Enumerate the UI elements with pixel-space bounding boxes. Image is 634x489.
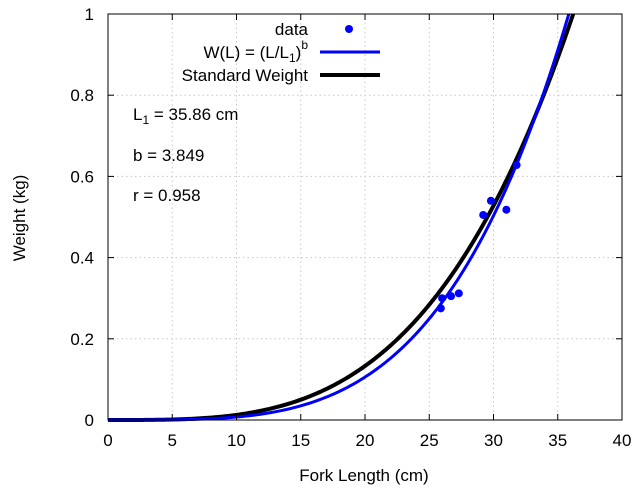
annotation-l1: L1 = 35.86 cm: [133, 105, 238, 127]
y-tick-label: 0.8: [70, 86, 94, 105]
legend: data W(L) = (L/L1)b Standard Weight: [182, 20, 380, 85]
data-point: [438, 294, 447, 303]
legend-label-fit: W(L) = (L/L1)b: [203, 38, 308, 65]
data-point: [502, 205, 511, 214]
annotation-r: r = 0.958: [133, 186, 201, 205]
legend-fit-sup: b: [301, 38, 308, 52]
axis-ticks: 0 5 10 15 20 25 30 35 40 0 0.2 0.4 0.6 0.8 1: [70, 5, 631, 450]
x-tick-label: 0: [103, 431, 112, 450]
y-tick-label: 0.6: [70, 167, 94, 186]
annotation-b: b = 3.849: [133, 146, 204, 165]
x-tick-label: 40: [613, 431, 632, 450]
x-tick-label: 15: [291, 431, 310, 450]
annotations: L1 = 35.86 cm b = 3.849 r = 0.958: [133, 105, 238, 205]
x-axis-title: Fork Length (cm): [299, 466, 428, 485]
data-point: [512, 161, 521, 170]
legend-fit-main: W(L) = (L/L: [203, 43, 289, 62]
y-tick-label: 0.2: [70, 330, 94, 349]
x-tick-label: 5: [168, 431, 177, 450]
y-tick-label: 0: [85, 411, 94, 430]
x-tick-label: 10: [227, 431, 246, 450]
y-tick-label: 0.4: [70, 249, 94, 268]
data-point: [436, 304, 445, 313]
legend-label-data: data: [275, 20, 309, 39]
y-axis-title: Weight (kg): [10, 175, 29, 262]
x-tick-label: 30: [484, 431, 503, 450]
x-tick-label: 35: [548, 431, 567, 450]
data-point: [479, 210, 488, 219]
legend-fit-sub: 1: [289, 51, 296, 65]
legend-label-standard: Standard Weight: [182, 66, 309, 85]
data-point: [447, 292, 456, 301]
data-point: [486, 196, 495, 205]
data-point: [454, 289, 463, 298]
y-tick-label: 1: [85, 5, 94, 24]
x-tick-label: 20: [356, 431, 375, 450]
x-tick-label: 25: [420, 431, 439, 450]
legend-fit-close: ): [296, 43, 302, 62]
annotation-l1-sub: 1: [142, 113, 149, 127]
annotation-l1-rest: = 35.86 cm: [149, 105, 238, 124]
legend-marker-data: [345, 25, 353, 33]
annotation-l1-main: L: [133, 105, 142, 124]
data-points: [436, 161, 521, 313]
